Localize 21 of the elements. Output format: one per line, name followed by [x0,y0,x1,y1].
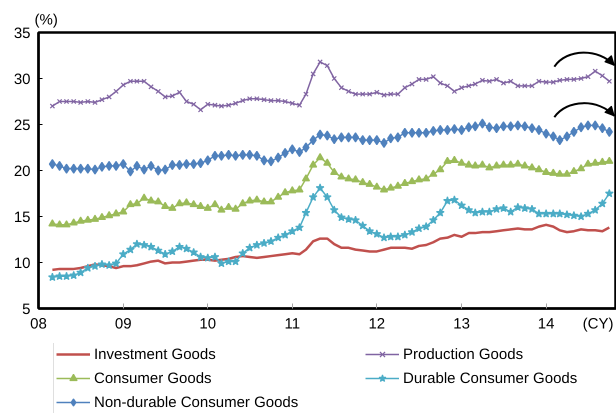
legend-label: Non-durable Consumer Goods [94,393,300,411]
y-tick-label: 30 [14,71,31,88]
y-tick-label: 20 [14,163,31,180]
x-tick-label: 09 [114,316,132,332]
y-tick-label: 15 [14,209,31,226]
x-axis-title: (CY) [582,316,614,332]
x-tick-label: 14 [538,316,554,332]
y-tick-label: 10 [14,255,31,272]
x-tick-label: 13 [453,316,470,332]
y-tick-label: 35 [14,25,31,42]
x-tick-label: 10 [199,316,216,332]
x-tick-label: 12 [368,316,386,332]
y-axis-title: (%) [34,12,58,28]
legend-label: Investment Goods [94,345,217,363]
y-tick-label: 25 [14,117,31,134]
legend-label: Production Goods [403,345,524,363]
x-tick-label: 11 [284,316,300,332]
y-tick-label: 5 [22,301,30,318]
legend-label: Consumer Goods [94,369,213,387]
x-tick-label: 08 [30,316,47,332]
legend-label: Durable Consumer Goods [403,369,578,387]
